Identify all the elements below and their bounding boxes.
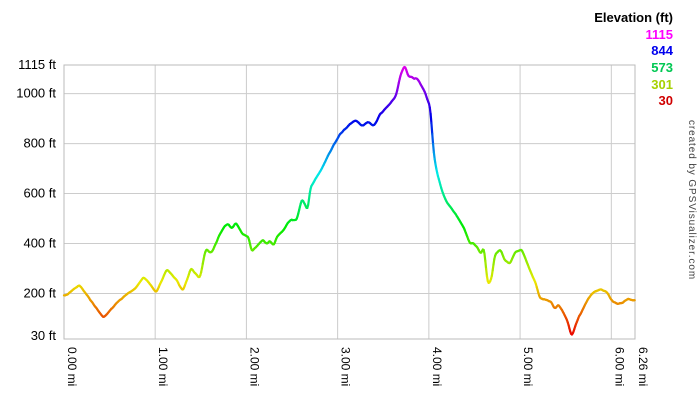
svg-text:6.26 mi: 6.26 mi — [636, 347, 650, 386]
svg-text:3.00 mi: 3.00 mi — [339, 347, 353, 386]
svg-text:2.00 mi: 2.00 mi — [247, 347, 261, 386]
svg-text:600 ft: 600 ft — [23, 186, 56, 201]
svg-text:400 ft: 400 ft — [23, 235, 56, 250]
svg-text:1000 ft: 1000 ft — [16, 86, 56, 101]
svg-text:0.00 mi: 0.00 mi — [65, 347, 79, 386]
svg-text:6.00 mi: 6.00 mi — [612, 347, 626, 386]
svg-text:800 ft: 800 ft — [23, 136, 56, 151]
svg-text:30 ft: 30 ft — [31, 328, 57, 343]
svg-text:5.00 mi: 5.00 mi — [521, 347, 535, 386]
svg-text:4.00 mi: 4.00 mi — [430, 347, 444, 386]
svg-text:1115 ft: 1115 ft — [18, 57, 56, 72]
svg-text:1.00 mi: 1.00 mi — [156, 347, 170, 386]
svg-text:200 ft: 200 ft — [23, 285, 56, 300]
